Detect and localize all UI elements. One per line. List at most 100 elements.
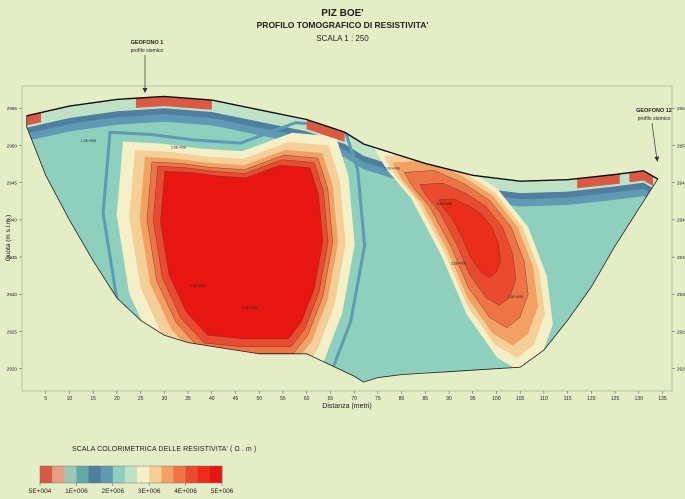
color-scale-title: SCALA COLORIMETRICA DELLE RESISTIVITA' (…	[72, 446, 257, 453]
color-scale-frame	[39, 465, 223, 484]
x-tick-label: 110	[540, 396, 548, 402]
geophone-1-sublabel: profilo sismico	[131, 48, 164, 54]
color-scale-swatch	[112, 466, 126, 483]
y-tick-label: 2945	[7, 181, 18, 186]
geophone-1-label: GEOFONO 1	[131, 40, 164, 46]
anomaly-right-body	[374, 145, 553, 373]
x-tick-label: 90	[446, 396, 452, 402]
color-scale-swatch	[185, 466, 199, 483]
y-axis-title: Quota (m s.l.m.)	[5, 215, 12, 262]
color-scale-swatch	[100, 466, 114, 483]
x-tick-label: 80	[399, 396, 405, 402]
x-axis-title: Distanza (metri)	[322, 403, 371, 410]
y-tick-label: 2925	[677, 329, 685, 334]
ground-surface-line	[26, 95, 659, 182]
surface-anomaly	[26, 112, 41, 126]
scale-label: SCALA 1 : 250	[316, 34, 369, 43]
color-scale-swatch	[40, 466, 53, 483]
y-tick-label: 2940	[7, 218, 18, 223]
anomaly-core	[116, 132, 355, 383]
y-tick-label: 2935	[677, 255, 685, 260]
color-scale-swatch	[124, 466, 138, 483]
contour-label: 3,5E+006	[451, 262, 467, 266]
x-tick-label: 65	[328, 396, 334, 402]
surface-anomaly	[135, 96, 212, 110]
surface-anomaly	[306, 119, 345, 142]
geophone-12-sublabel: profilo sismico	[638, 116, 671, 122]
x-tick-label: 15	[90, 396, 96, 402]
x-tick-label: 60	[304, 396, 310, 402]
x-tick-label: 30	[162, 396, 168, 402]
color-scale-legend: 5E+004 1E+006 2E+006 3E+006 4E+006 5E+006	[29, 465, 234, 495]
x-tick-label: 5	[44, 396, 47, 402]
color-scale-swatch	[64, 466, 77, 483]
profile-location-title: PIZ BOE'	[321, 8, 364, 19]
y-tick-label: 2930	[7, 292, 18, 297]
contour-label: 5,0E+006	[190, 284, 206, 288]
color-scale-swatch	[137, 466, 150, 483]
axes: Distanza (metri) Quota (m s.l.m.) 5 10 15 2…	[5, 85, 685, 410]
color-scale-label: 1E+006	[65, 488, 88, 495]
plot-frame	[21, 85, 673, 392]
x-tick-label: 20	[114, 396, 120, 402]
geophone-1-arrowhead	[142, 88, 148, 93]
x-tick-label: 35	[185, 396, 191, 402]
section-body	[26, 96, 658, 383]
anomaly-ring	[160, 164, 324, 339]
profile-title: PROFILO TOMOGRAFICO DI RESISTIVITA'	[256, 20, 429, 30]
geophone-markers: GEOFONO 1 profilo sismico GEOFONO 12 pro…	[131, 40, 672, 162]
color-scale-label: 3E+006	[138, 488, 161, 495]
x-tick-label: 125	[611, 396, 620, 402]
geophone-12-pointer	[651, 122, 658, 161]
color-scale-swatch	[52, 466, 65, 483]
anomaly-ring	[438, 198, 501, 278]
x-tick-label: 75	[375, 396, 381, 402]
x-tick-label: 50	[256, 396, 262, 402]
x-tick-label: 135	[658, 396, 667, 402]
x-tick-label: 130	[635, 396, 644, 402]
y-tick-label: 2955	[7, 106, 18, 111]
color-scale-swatch	[209, 466, 223, 483]
x-tick-label: 100	[492, 396, 501, 402]
color-scale-label: 4E+006	[174, 488, 197, 495]
geophone-12-label: GEOFONO 12	[636, 108, 672, 114]
color-scale-label: 5E+004	[29, 488, 52, 495]
x-tick-label: 120	[587, 396, 596, 402]
contour-label: 3,0E+006	[384, 166, 400, 170]
x-tick-label: 70	[351, 396, 357, 402]
color-scale-swatch	[161, 466, 174, 483]
section-fill	[26, 96, 658, 383]
y-tick-label: 2950	[7, 143, 18, 148]
x-tick-label: 10	[67, 396, 73, 402]
surface-anomaly	[629, 170, 653, 186]
color-scale-swatch	[173, 466, 186, 483]
x-tick-label: 25	[138, 396, 144, 402]
y-tick-label: 2935	[7, 255, 18, 260]
y-tick-label: 2930	[677, 292, 685, 297]
x-tick-label: 85	[423, 396, 429, 402]
y-tick-label: 2920	[677, 366, 685, 371]
y-tick-label: 2920	[7, 366, 18, 371]
contour-label: 2,0E+006	[171, 145, 187, 149]
color-scale-label: 2E+006	[102, 488, 125, 495]
geophone-12-arrowhead	[654, 156, 660, 162]
contour-label: 2,5E+006	[242, 306, 258, 310]
x-tick-label: 95	[470, 396, 476, 402]
x-tick-label: 115	[564, 396, 572, 402]
contour-label: 1,5E+006	[508, 295, 524, 299]
color-scale-swatch	[88, 466, 102, 483]
y-tick-label: 2940	[677, 218, 685, 223]
contour-overlay: 1,0E+006 2,0E+006 3,0E+006 4,0E+006 5,0E+006…	[26, 95, 659, 383]
color-scale-swatch	[197, 466, 211, 483]
x-tick-label: 55	[280, 396, 286, 402]
y-tick-label: 2925	[7, 329, 18, 334]
contour-label: 4,0E+006	[437, 202, 453, 206]
color-scale-swatch	[76, 466, 89, 483]
y-tick-label: 2950	[677, 143, 685, 148]
contour-label: 1,0E+006	[81, 139, 97, 143]
y-tick-label: 2955	[677, 106, 685, 111]
x-tick-label: 40	[209, 396, 215, 402]
y-tick-label: 2945	[677, 181, 685, 186]
color-scale-label: 5E+006	[211, 488, 234, 495]
